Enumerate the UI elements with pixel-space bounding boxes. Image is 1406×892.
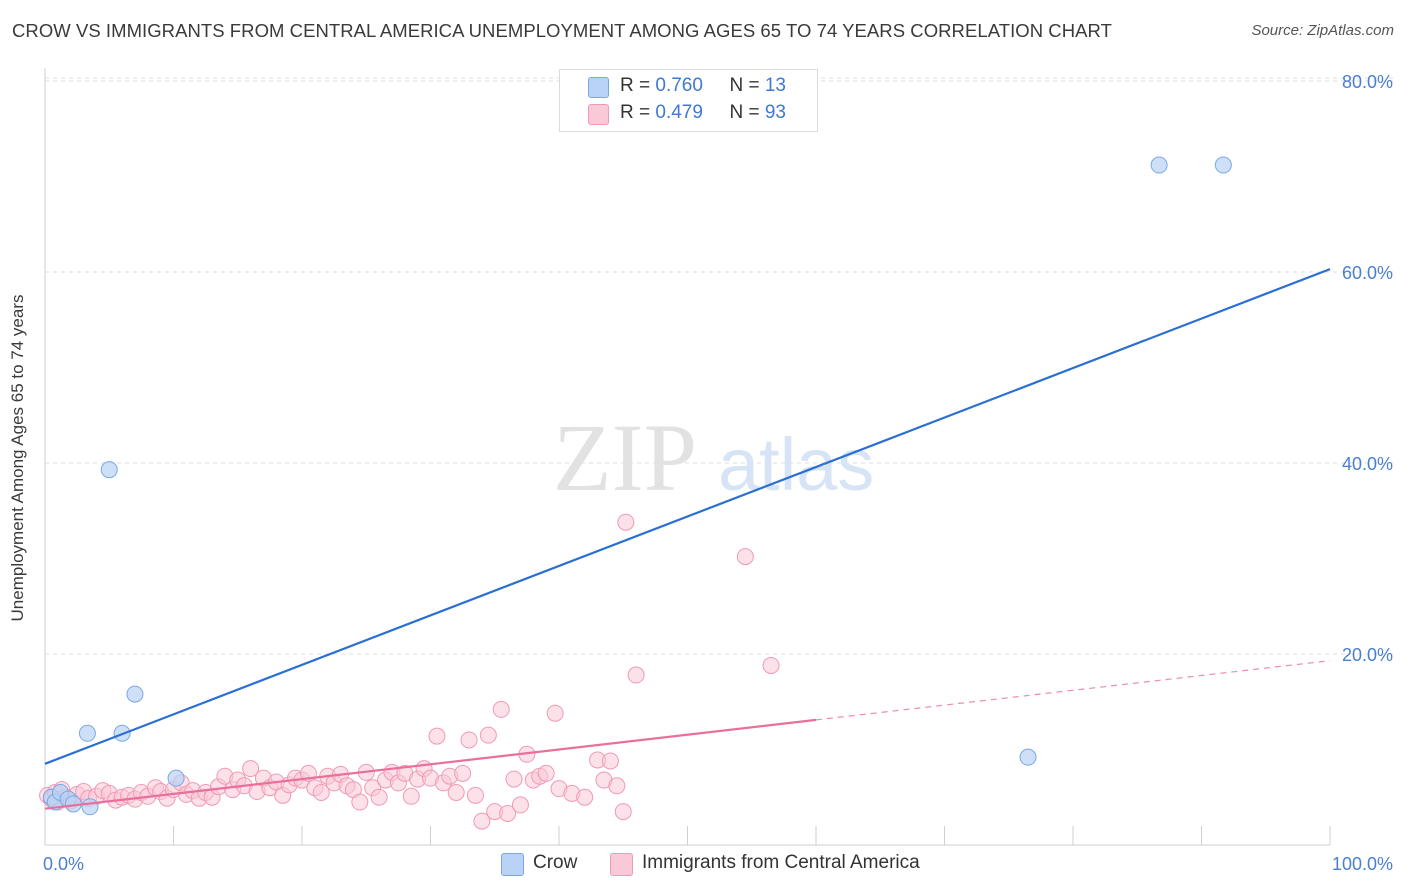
watermark-zip: ZIP — [553, 404, 697, 511]
legend-imm-r-label: R = — [620, 102, 656, 123]
immigrants-point — [312, 783, 330, 801]
axes — [44, 68, 1331, 846]
immigrants-point — [576, 788, 594, 806]
crow-point — [126, 685, 144, 703]
immigrants-swatch — [588, 104, 609, 125]
stats-legend: R = 0.760 N = 13 R = 0.479 N = 93 — [559, 69, 818, 132]
immigrants-point — [351, 793, 369, 811]
immigrants-point — [454, 764, 472, 782]
legend-crow-text: R = 0.760 N = 13 — [620, 75, 786, 97]
legend-crow-r-label: R = — [620, 75, 656, 96]
y-tick-label: 40.0% — [1342, 454, 1393, 474]
bottom-immigrants-swatch — [610, 853, 633, 876]
immigrants-point — [473, 812, 491, 830]
legend-imm-n-value: 93 — [764, 102, 786, 123]
x-tick-label-max: 100.0% — [1332, 854, 1393, 874]
immigrants-trend-extension — [815, 660, 1331, 721]
crow-point — [167, 769, 185, 787]
legend-imm-n-label: N = — [729, 102, 765, 123]
immigrants-points — [39, 513, 780, 830]
immigrants-point — [499, 804, 517, 822]
legend-crow-n-label: N = — [729, 75, 765, 96]
crow-trend-line — [44, 268, 1331, 765]
crow-point — [81, 798, 99, 816]
legend-crow-n-value: 13 — [764, 75, 786, 96]
watermark: ZIP atlas — [553, 404, 874, 511]
immigrants-point — [505, 770, 523, 788]
immigrants-point — [242, 760, 260, 778]
immigrants-point — [447, 783, 465, 801]
trend-lines — [44, 268, 1331, 810]
watermark-atlas: atlas — [718, 423, 874, 506]
crow-point — [1150, 156, 1168, 174]
immigrants-point — [736, 548, 754, 566]
y-tick-label: 80.0% — [1342, 72, 1393, 92]
legend-imm-text: R = 0.479 N = 93 — [620, 102, 786, 124]
crow-point — [1019, 748, 1037, 766]
source-credit: Source: ZipAtlas.com — [1251, 22, 1394, 39]
immigrants-point — [511, 796, 529, 814]
crow-swatch — [588, 77, 609, 98]
immigrants-point — [546, 704, 564, 722]
immigrants-point — [617, 513, 635, 531]
x-tick-label-min: 0.0% — [43, 854, 84, 874]
immigrants-point — [537, 764, 555, 782]
crow-point — [78, 724, 96, 742]
immigrants-point — [627, 666, 645, 684]
immigrants-trend-line — [44, 718, 817, 810]
immigrants-point — [601, 752, 619, 770]
immigrants-point — [402, 787, 420, 805]
gridlines — [45, 77, 1393, 655]
legend-crow-r-value: 0.760 — [655, 75, 703, 96]
chart-title: CROW VS IMMIGRANTS FROM CENTRAL AMERICA … — [12, 20, 1112, 41]
immigrants-point — [492, 700, 510, 718]
immigrants-point — [479, 726, 497, 744]
immigrants-point — [614, 803, 632, 821]
tick-labels: 20.0% 40.0% 60.0% 80.0% 0.0% 100.0% — [43, 72, 1393, 874]
legend-imm-r-value: 0.479 — [655, 102, 703, 123]
immigrants-point — [460, 731, 478, 749]
y-tick-label: 60.0% — [1342, 263, 1393, 283]
bottom-crow-swatch — [501, 853, 524, 876]
y-tick-label: 20.0% — [1342, 645, 1393, 665]
crow-point — [100, 461, 118, 479]
immigrants-point — [466, 786, 484, 804]
crow-point — [1214, 156, 1232, 174]
immigrants-point — [608, 777, 626, 795]
bottom-immigrants-label: Immigrants from Central America — [642, 852, 920, 873]
immigrants-point — [762, 656, 780, 674]
immigrants-point — [370, 788, 388, 806]
immigrants-point — [428, 727, 446, 745]
bottom-crow-label: Crow — [533, 852, 578, 873]
